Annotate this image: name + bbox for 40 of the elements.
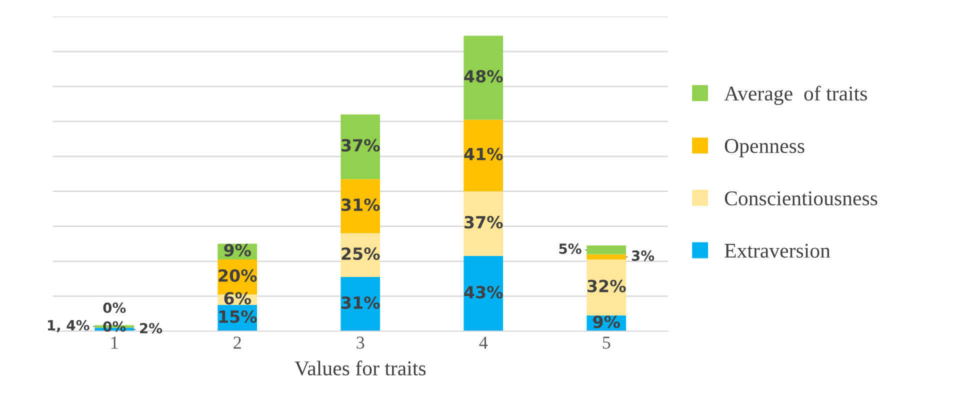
data-label: 37% (464, 216, 503, 229)
bar (586, 246, 626, 254)
x-tick-label: 5 (602, 336, 610, 349)
x-tick-label: 3 (356, 336, 364, 349)
bar (340, 179, 380, 234)
legend-label: Average of traits (724, 86, 867, 105)
data-label: 41% (464, 148, 503, 160)
x-tick-label: 4 (479, 336, 488, 349)
data-label: 0% (103, 302, 126, 314)
data-label: 43% (464, 286, 503, 298)
data-label: 2% (140, 322, 162, 334)
bar (464, 120, 504, 192)
bar (586, 260, 626, 316)
data-label: 3% (632, 250, 654, 261)
data-label: 48% (464, 70, 503, 83)
data-label: 31% (342, 198, 380, 212)
data-label: 5% (559, 243, 582, 254)
data-label: 32% (588, 280, 626, 292)
bar (340, 277, 380, 332)
legend-label: Extraversion (724, 244, 830, 258)
data-label: 20% (218, 269, 257, 282)
legend-label: Conscientiousness (724, 191, 878, 206)
data-label: 15% (219, 310, 257, 323)
data-label: 9% (224, 244, 251, 256)
x-tick-label: 2 (234, 336, 241, 349)
data-label: 0% (103, 321, 126, 332)
bar (464, 256, 504, 332)
bar (586, 254, 626, 260)
data-label: 6% (224, 292, 251, 305)
legend-label: Openness (724, 139, 804, 158)
data-label: 37% (342, 139, 380, 152)
data-label: 9% (593, 316, 620, 328)
bar (464, 191, 504, 256)
data-label: 1, 4% (48, 320, 90, 332)
bar (464, 36, 504, 120)
x-tick-label: 1 (111, 336, 118, 349)
data-label: 31% (342, 296, 380, 309)
data-label: 25% (342, 247, 380, 260)
x-axis-title: Values for traits (294, 360, 426, 376)
bar (340, 114, 380, 180)
